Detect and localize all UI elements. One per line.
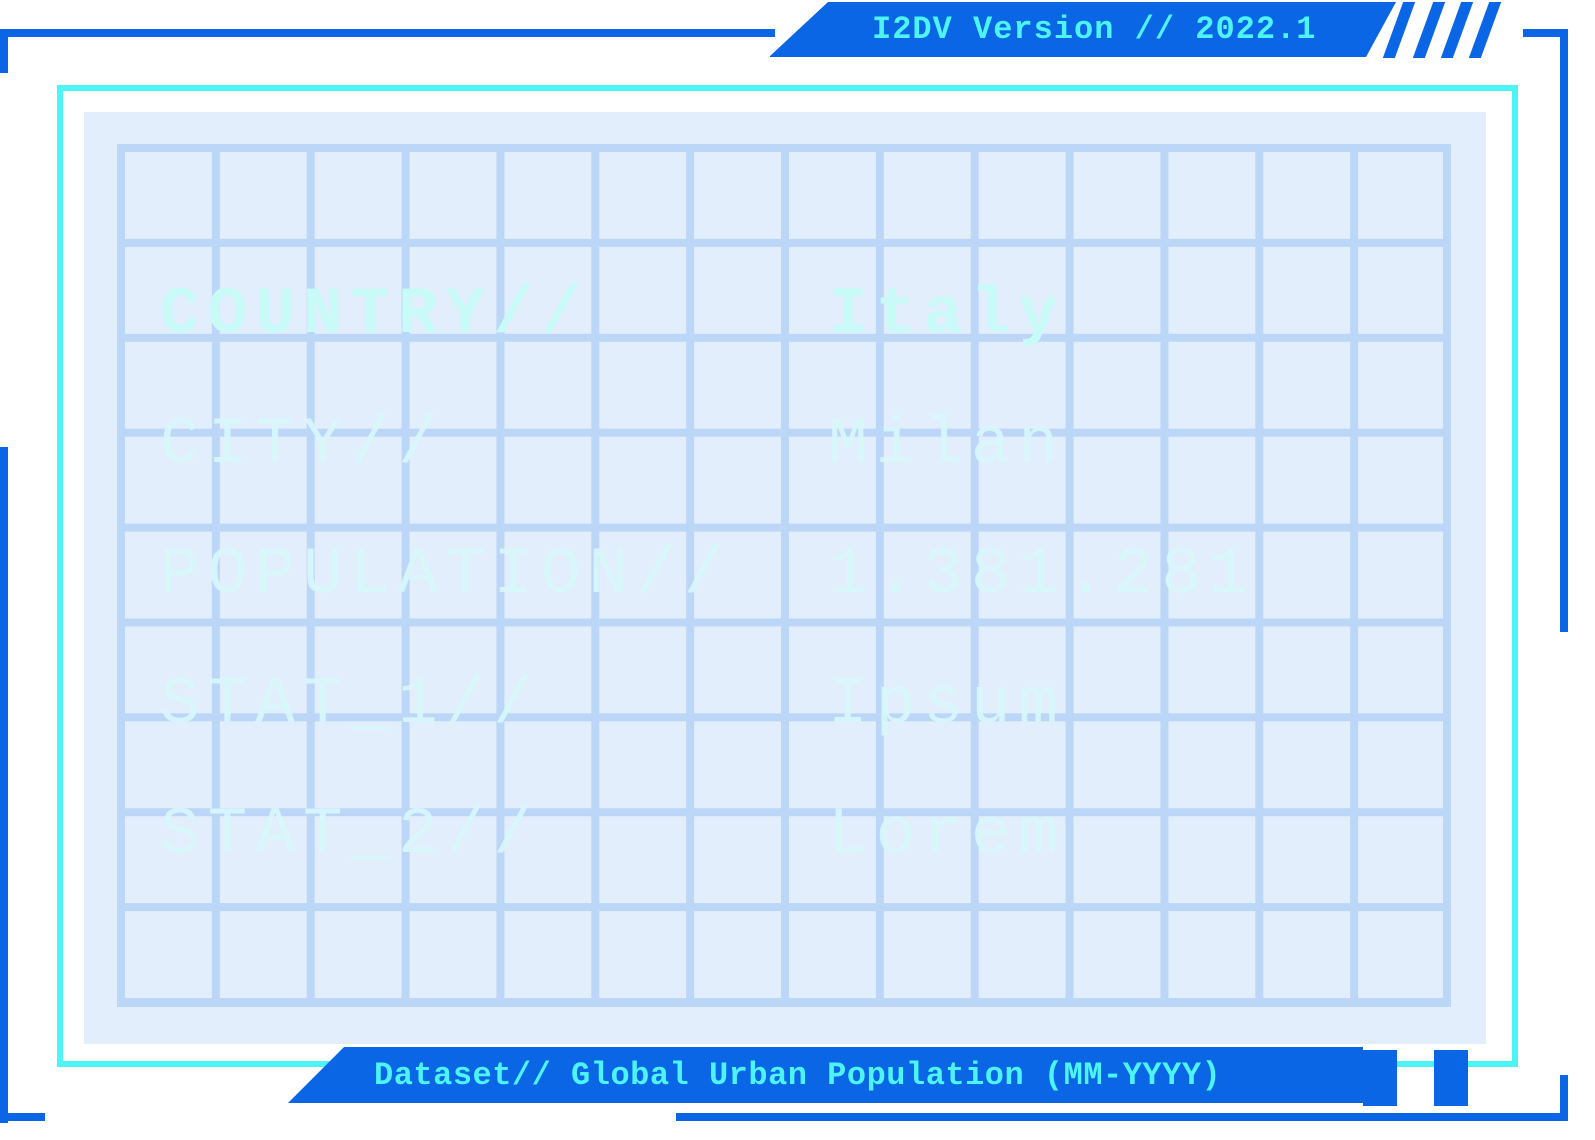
slash-decoration	[1468, 2, 1502, 58]
corner-bracket-top-right-v	[1560, 29, 1568, 632]
dataset-banner	[288, 1047, 1363, 1103]
square-decoration	[1363, 1050, 1397, 1106]
row-value-country: Italy	[828, 277, 1067, 352]
row-label-population: POPULATION//	[160, 537, 732, 612]
version-label: I2DV Version // 2022.1	[872, 11, 1317, 48]
row-value-population: 1.381.281	[828, 537, 1257, 612]
dataset-label: Dataset// Global Urban Population (MM-YY…	[374, 1057, 1222, 1094]
corner-bracket-top-right-h	[1523, 29, 1568, 37]
background-grid	[117, 144, 1451, 1007]
slash-decoration	[1440, 2, 1474, 58]
version-banner	[770, 2, 1396, 57]
square-decoration	[1434, 1050, 1468, 1106]
slash-decoration	[1412, 2, 1446, 58]
row-label-stat-1: STAT_1//	[160, 667, 541, 742]
corner-bracket-bottom-right-v	[1560, 1075, 1568, 1121]
row-value-stat-1: Ipsum	[828, 667, 1067, 742]
row-value-city: Milan	[828, 407, 1067, 482]
corner-bracket-bottom-right-h	[676, 1113, 1568, 1121]
corner-bracket-top-left-h	[0, 29, 775, 37]
row-label-stat-2: STAT_2//	[160, 797, 541, 872]
row-label-country: COUNTRY//	[160, 277, 589, 352]
corner-bracket-bottom-left-h	[0, 1113, 45, 1121]
corner-bracket-left-v	[0, 447, 8, 1123]
corner-bracket-top-left-v	[0, 29, 8, 73]
row-value-stat-2: Lorem	[828, 797, 1067, 872]
row-label-city: CITY//	[160, 407, 446, 482]
